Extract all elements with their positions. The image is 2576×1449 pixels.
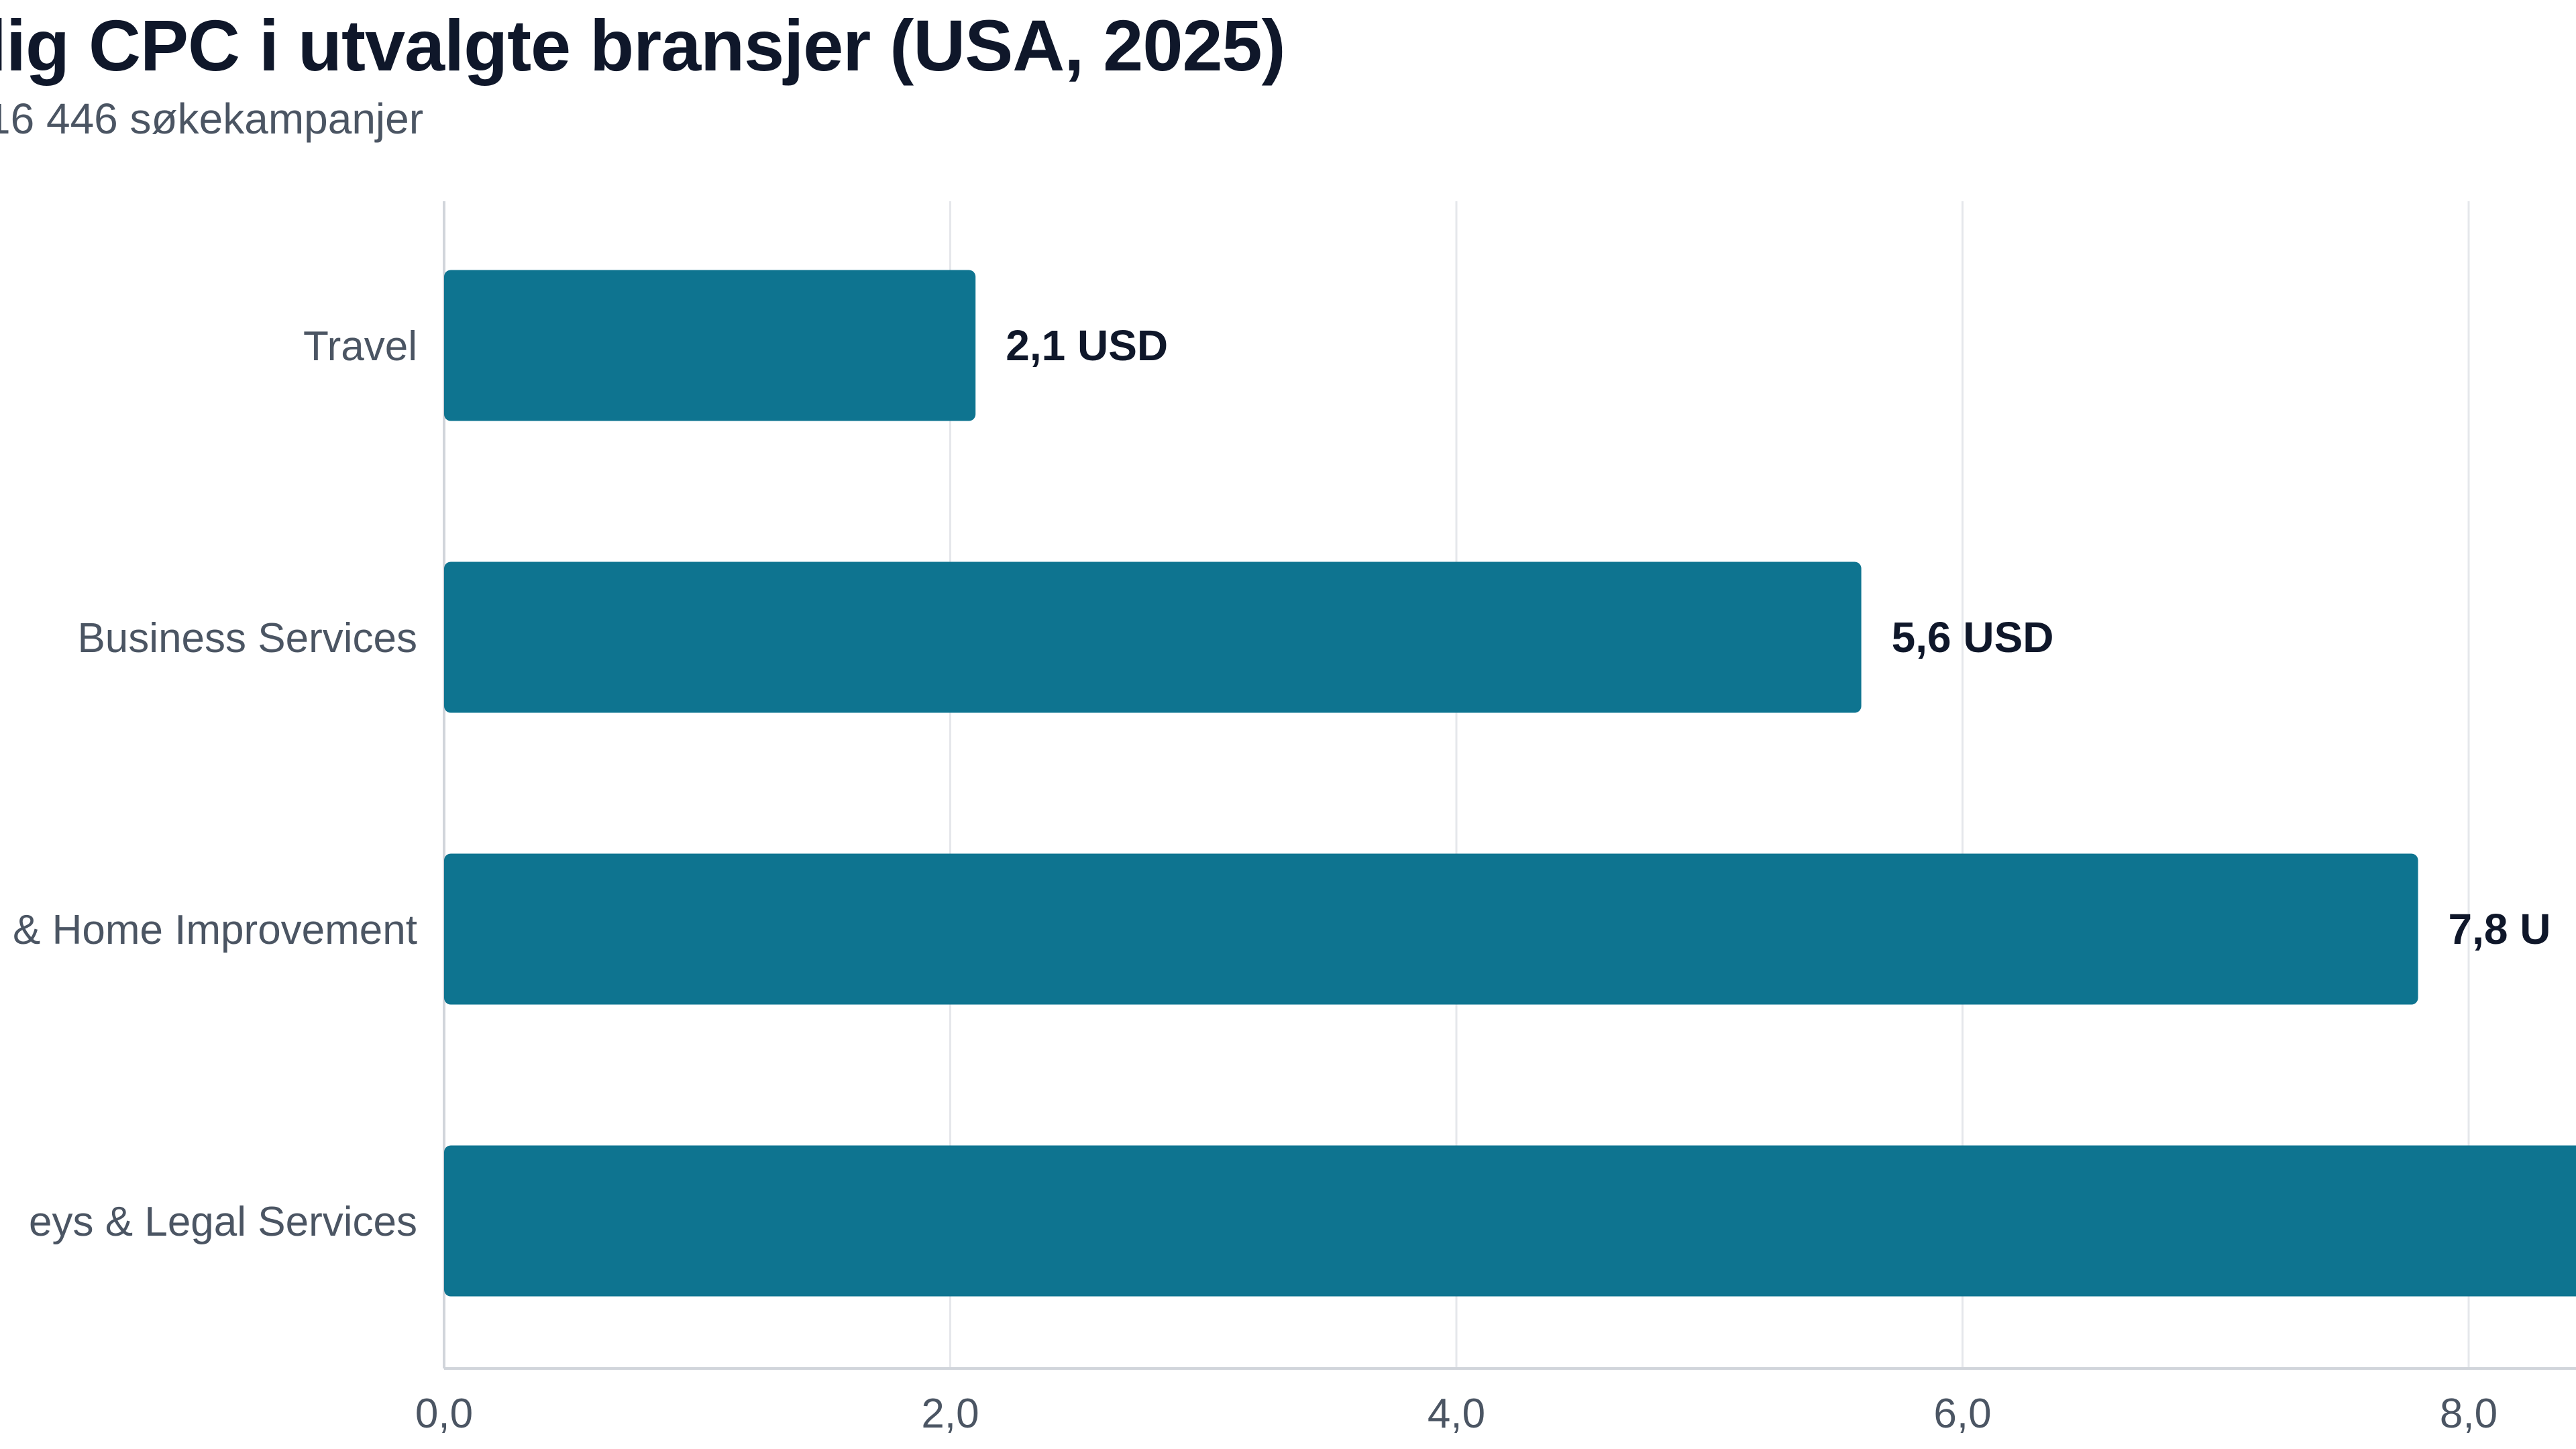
chart-subtitle: 16 446 søkekampanjer — [0, 95, 424, 143]
category-label: Business Services — [77, 615, 417, 661]
category-label: & Home Improvement — [13, 907, 417, 953]
x-tick-label: 8,0 — [2440, 1391, 2498, 1437]
x-tick-label: 6,0 — [1933, 1391, 1991, 1437]
value-label: 7,8 U — [2449, 905, 2551, 953]
x-tick-label: 0,0 — [415, 1391, 473, 1437]
value-label: 5,6 USD — [1892, 613, 2054, 661]
value-label: 2,1 USD — [1006, 321, 1168, 370]
x-tick-label: 2,0 — [921, 1391, 979, 1437]
category-label: eys & Legal Services — [29, 1199, 417, 1245]
bar — [444, 1145, 2576, 1297]
bar — [444, 853, 2418, 1005]
bar — [444, 270, 976, 421]
bar — [444, 561, 1862, 713]
label-layer: 0,0 2,0 4,0 6,0 8,0 Travel 2,1 USD Business Ser… — [13, 321, 2551, 1437]
chart-title: lig CPC i utvalgte bransjer (USA, 2025) — [0, 5, 1286, 86]
category-label: Travel — [303, 323, 417, 370]
x-tick-label: 4,0 — [1428, 1391, 1485, 1437]
bar-layer — [444, 270, 2576, 1297]
